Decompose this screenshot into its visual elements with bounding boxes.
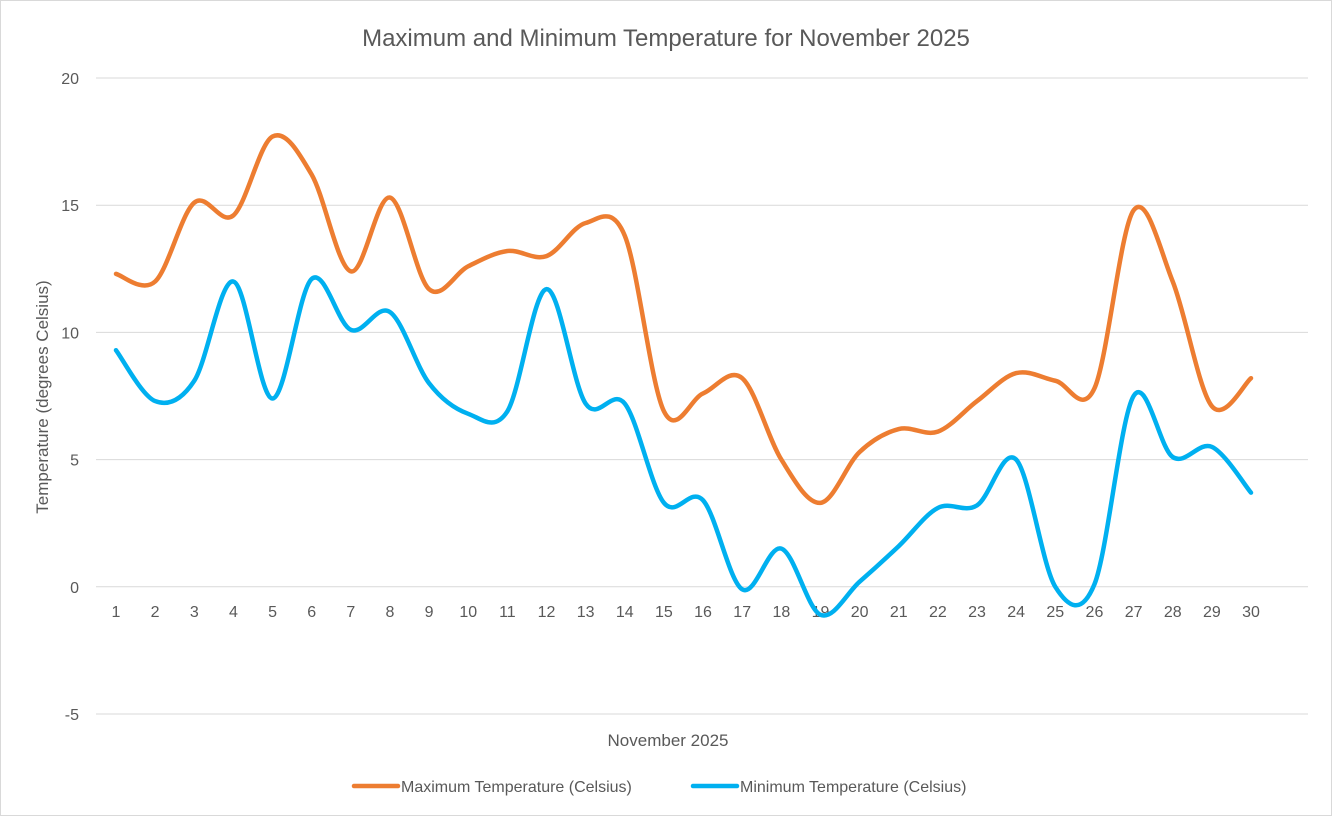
x-tick-label: 23	[968, 604, 986, 621]
y-tick-label: -5	[65, 707, 79, 724]
x-tick-label: 24	[1007, 604, 1025, 621]
x-tick-label: 28	[1164, 604, 1182, 621]
x-tick-label: 3	[190, 604, 199, 621]
x-tick-label: 14	[616, 604, 634, 621]
x-tick-label: 30	[1242, 604, 1260, 621]
x-tick-label: 20	[851, 604, 869, 621]
chart-title: Maximum and Minimum Temperature for Nove…	[362, 25, 970, 52]
legend-label: Maximum Temperature (Celsius)	[401, 779, 632, 796]
x-tick-label: 2	[151, 604, 160, 621]
series-line-minimum	[113, 275, 1254, 618]
x-tick-label: 16	[694, 604, 712, 621]
x-tick-label: 10	[459, 604, 477, 621]
x-tick-label: 12	[538, 604, 556, 621]
series-lines	[113, 133, 1254, 618]
x-tick-label: 25	[1046, 604, 1064, 621]
x-tick-label: 27	[1125, 604, 1143, 621]
x-tick-label: 21	[890, 604, 908, 621]
x-tick-label: 18	[772, 604, 790, 621]
y-tick-label: 10	[61, 325, 79, 342]
x-tick-label: 7	[346, 604, 355, 621]
legend-label: Minimum Temperature (Celsius)	[740, 779, 966, 796]
x-tick-label: 5	[268, 604, 277, 621]
y-axis-title: Temperature (degrees Celsius)	[33, 280, 52, 513]
x-tick-label: 26	[1086, 604, 1104, 621]
x-tick-label: 22	[929, 604, 947, 621]
y-tick-labels: -5 0 5 10 15 20	[61, 71, 79, 724]
x-tick-label: 11	[499, 604, 516, 621]
x-tick-label: 9	[425, 604, 434, 621]
x-tick-label: 17	[733, 604, 751, 621]
y-tick-label: 15	[61, 198, 79, 215]
x-tick-label: 8	[386, 604, 395, 621]
x-tick-label: 29	[1203, 604, 1221, 621]
x-tick-label: 4	[229, 604, 238, 621]
x-axis-title: November 2025	[608, 731, 729, 750]
x-tick-label: 6	[307, 604, 316, 621]
x-tick-labels: 1 2 3 4 5 6 7 8 9 10 11 12 13 14 15 16 17 18 19 20 21 22 23 24 2…	[112, 604, 1260, 621]
y-tick-label: 5	[70, 453, 79, 470]
x-tick-label: 13	[577, 604, 595, 621]
series-line-maximum	[113, 133, 1254, 506]
x-tick-label: 15	[655, 604, 673, 621]
x-tick-label: 1	[112, 604, 121, 621]
y-tick-label: 20	[61, 71, 79, 88]
legend: Maximum Temperature (Celsius) Minimum Tem…	[351, 779, 966, 796]
y-tick-label: 0	[70, 580, 79, 597]
gridlines	[96, 77, 1308, 715]
